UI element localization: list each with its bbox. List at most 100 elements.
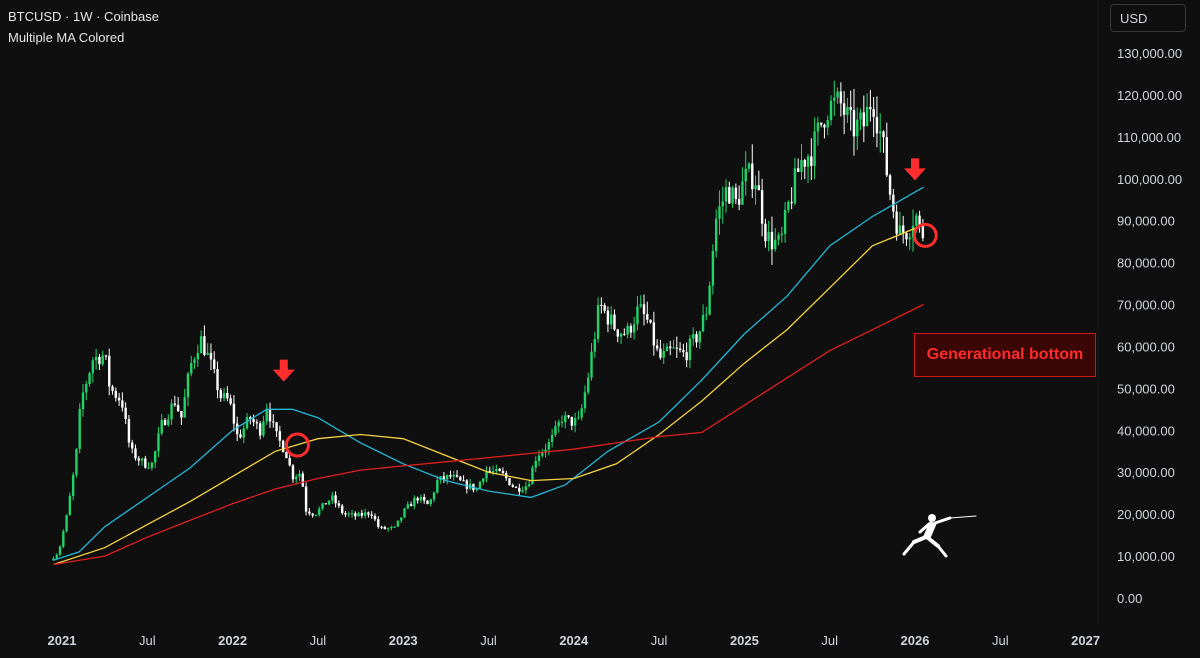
candle-body [390, 526, 393, 529]
time-axis: 2021 Jul 2022 Jul 2023 Jul 2024 Jul 2025 Jul 2026 J… [48, 633, 1101, 648]
candle-body [432, 492, 436, 500]
candle-body [777, 235, 780, 240]
candle-body [652, 322, 656, 346]
candle-body [475, 488, 478, 491]
candle-body [232, 403, 236, 424]
candle-body [859, 112, 862, 120]
candles [52, 80, 925, 561]
candle-body [344, 513, 347, 515]
candle-body [147, 467, 150, 469]
candle-body [606, 310, 610, 325]
candle-body [298, 473, 301, 477]
candle-body [839, 91, 843, 104]
candle-body [144, 458, 147, 468]
candle-body [98, 356, 101, 365]
candle-body [524, 486, 528, 491]
candle-body [610, 314, 613, 325]
candle-body [603, 305, 606, 311]
candle-body [465, 480, 469, 489]
candle-body [803, 160, 806, 167]
candle-body [377, 519, 380, 527]
candle-body [78, 409, 81, 449]
candle-body [400, 517, 403, 521]
candle-body [301, 473, 305, 487]
candle-body [590, 351, 593, 378]
candle-body [695, 334, 698, 343]
y-tick-label: 110,000.00 [1117, 130, 1181, 145]
candle-body [131, 442, 134, 449]
candle-body [357, 513, 360, 517]
candle-body [406, 504, 409, 509]
candle-body [705, 314, 708, 316]
candle-body [409, 504, 413, 507]
candle-body [810, 156, 813, 166]
candle-body [311, 513, 314, 516]
candle-body [754, 185, 757, 190]
candle-body [600, 304, 603, 306]
candle-body [436, 479, 439, 493]
candle-body [104, 355, 108, 357]
candle-body [196, 353, 200, 360]
candle-body [921, 225, 925, 239]
candle-body [485, 470, 488, 479]
y-tick-label: 60,000.00 [1117, 339, 1175, 354]
x-tick-label: Jul [821, 633, 838, 648]
candle-body [275, 422, 278, 432]
candle-body [134, 448, 137, 459]
y-tick-label: 70,000.00 [1117, 298, 1175, 313]
candle-body [216, 368, 219, 391]
candle-body [163, 419, 167, 425]
candle-body [570, 416, 574, 426]
candle-body [360, 513, 364, 516]
candle-body [567, 415, 570, 417]
candle-body [209, 352, 213, 360]
candle-body [262, 421, 265, 436]
candle-body [783, 209, 787, 234]
candle-body [760, 190, 764, 224]
candle-body [747, 163, 751, 169]
candle-body [278, 431, 282, 441]
currency-button[interactable]: USD [1110, 4, 1186, 32]
candle-body [491, 471, 495, 473]
circle-marker-icon [284, 432, 310, 458]
y-tick-label: 120,000.00 [1117, 88, 1182, 103]
candle-body [91, 360, 95, 374]
candle-body [731, 187, 734, 204]
candle-body [478, 481, 482, 489]
down-arrow-icon [904, 158, 926, 181]
candle-body [728, 186, 731, 204]
y-tick-label: 0.00 [1117, 591, 1142, 606]
candle-body [642, 304, 646, 315]
candle-body [111, 386, 114, 391]
y-tick-label: 90,000.00 [1117, 214, 1175, 229]
moving-average-line [53, 186, 924, 561]
candle-body [449, 475, 452, 477]
candle-body [879, 131, 882, 134]
candle-body [206, 352, 209, 355]
candle-body [167, 419, 170, 425]
moving-average-line [53, 303, 924, 566]
candle-body [324, 503, 327, 505]
candle-body [908, 237, 911, 240]
candle-body [396, 520, 400, 527]
candle-body [445, 475, 449, 480]
candle-body [334, 495, 337, 504]
x-tick-label: 2026 [901, 633, 930, 648]
candle-body [823, 124, 826, 128]
candle-body [757, 185, 761, 191]
candle-body [58, 546, 62, 555]
candle-body [701, 314, 705, 332]
candle-body [75, 448, 78, 475]
candle-body [751, 163, 754, 190]
candle-body [688, 338, 692, 361]
candle-body [665, 346, 669, 352]
candle-body [140, 458, 144, 461]
candle-body [288, 458, 291, 466]
candle-body [875, 116, 879, 134]
candle-body [767, 231, 770, 242]
candle-body [669, 346, 672, 349]
candle-body [806, 156, 810, 167]
candle-body [81, 392, 85, 410]
candle-body [222, 392, 226, 399]
